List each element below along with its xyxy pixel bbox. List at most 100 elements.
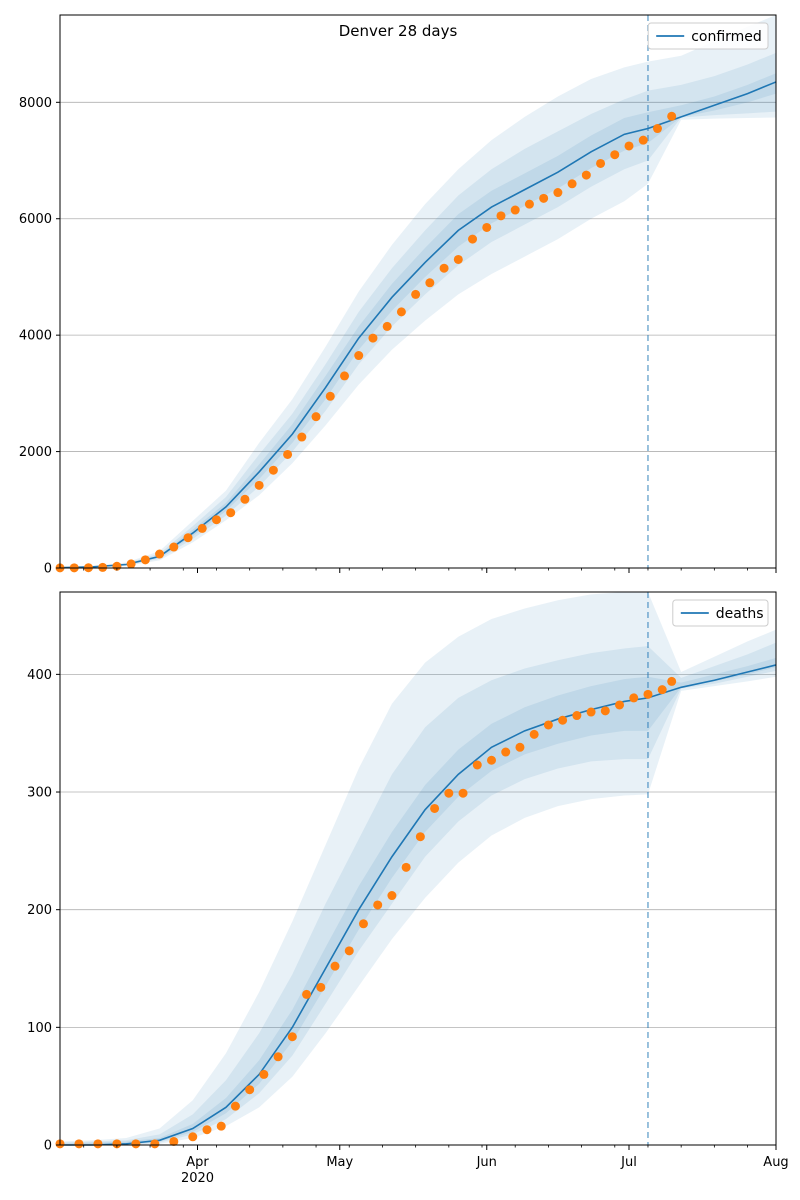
deaths-observed-point <box>501 747 511 757</box>
deaths-observed-point <box>558 715 568 725</box>
deaths-observed-point <box>216 1121 226 1131</box>
deaths-observed-point <box>93 1139 103 1149</box>
confirmed-panel: 0 2000 4000 6000 8000 confirmed <box>19 14 777 577</box>
deaths-observed-point <box>458 788 468 798</box>
confirmed-observed-point <box>197 523 207 533</box>
deaths-observed-point <box>202 1125 212 1135</box>
deaths-observed-point <box>112 1139 122 1149</box>
confirmed-observed-point <box>340 371 349 381</box>
confirmed-y-tick-label: 2000 <box>19 445 52 460</box>
confirmed-observed-point <box>325 391 335 401</box>
deaths-axes-frame <box>59 591 777 1146</box>
deaths-observed-point <box>245 1085 255 1095</box>
confirmed-observed-point <box>453 254 463 264</box>
deaths-observed-point <box>401 862 411 872</box>
deaths-x-tick-label: Apr 2020 <box>181 1155 214 1186</box>
deaths-observed-point <box>415 832 425 842</box>
deaths-model-line <box>60 664 777 1146</box>
confirmed-observed-point <box>425 278 435 288</box>
deaths-observed-point <box>74 1139 84 1149</box>
deaths-observed-point <box>373 900 383 910</box>
confirmed-observed-point <box>297 432 307 442</box>
confirmed-observed-point <box>567 179 577 189</box>
deaths-y-tick-label: 300 <box>27 786 52 801</box>
deaths-band-2 <box>60 642 776 1145</box>
deaths-observed-point <box>150 1139 160 1149</box>
deaths-observed-point <box>643 689 653 699</box>
deaths-x-tick-label: Aug <box>763 1155 788 1170</box>
confirmed-observed-point <box>539 193 549 203</box>
deaths-observed-point <box>529 729 539 739</box>
deaths-x-tick-label: May <box>326 1155 353 1170</box>
deaths-panel: 0 100 200 300 400 Apr 2020 May Jun Jul Aug deaths <box>27 591 789 1186</box>
deaths-observed-point <box>430 803 440 813</box>
deaths-observed-point <box>615 700 625 710</box>
confirmed-observed-point <box>510 205 520 215</box>
deaths-observed-point <box>657 685 667 695</box>
confirmed-observed-point <box>240 494 250 504</box>
confirmed-observed-point <box>596 158 606 168</box>
deaths-legend-box <box>672 599 769 627</box>
confirmed-observed-point <box>311 412 321 422</box>
confirmed-observed-point <box>667 111 677 121</box>
deaths-observed-point <box>316 982 326 992</box>
confirmed-observed-point <box>183 533 193 543</box>
confirmed-y-tick-label: 8000 <box>19 96 52 111</box>
confirmed-observed-point <box>126 559 136 569</box>
deaths-observed-point <box>667 676 677 686</box>
deaths-observed-point <box>344 946 354 956</box>
deaths-observed-point <box>515 742 525 752</box>
confirmed-observed-point <box>638 135 648 145</box>
confirmed-band-2 <box>60 52 776 568</box>
deaths-observed-point <box>302 989 312 999</box>
confirmed-observed-point <box>226 508 236 518</box>
deaths-observed-point <box>131 1139 141 1149</box>
confirmed-observed-point <box>496 211 506 221</box>
confirmed-legend-label: confirmed <box>691 29 762 45</box>
confirmed-observed-point <box>624 141 634 151</box>
deaths-observed-point <box>387 891 397 901</box>
confirmed-observed-point <box>610 150 620 160</box>
deaths-observed-point <box>586 707 596 717</box>
confirmed-y-tick-label: 0 <box>44 562 52 577</box>
deaths-y-tick-label: 400 <box>27 668 52 683</box>
deaths-observed-point <box>230 1101 240 1111</box>
deaths-observed-point <box>273 1052 283 1062</box>
deaths-y-tick-label: 0 <box>44 1139 52 1154</box>
deaths-observed-point <box>188 1132 198 1142</box>
confirmed-observed-point <box>482 222 492 232</box>
deaths-observed-point <box>472 760 482 770</box>
confirmed-observed-point <box>468 234 478 244</box>
confirmed-observed-point <box>354 351 364 361</box>
deaths-observed-point <box>444 788 454 798</box>
deaths-observed-point <box>543 720 553 730</box>
confirmed-observed-point <box>211 515 221 525</box>
confirmed-y-tick-label: 4000 <box>19 329 52 344</box>
confirmed-observed-point <box>382 321 392 331</box>
confirmed-observed-point <box>396 307 406 317</box>
confirmed-observed-point <box>553 188 563 198</box>
deaths-observed-point <box>358 919 368 929</box>
confirmed-observed-point <box>268 465 278 475</box>
confirmed-observed-point <box>524 199 534 209</box>
confirmed-observed-point <box>169 542 179 552</box>
confirmed-observed-point <box>368 333 378 343</box>
deaths-band-1 <box>60 592 776 1145</box>
deaths-y-tick-label: 200 <box>27 903 52 918</box>
confirmed-observed-point <box>581 170 591 180</box>
deaths-observed-point <box>572 711 582 721</box>
confirmed-y-tick-label: 6000 <box>19 212 52 227</box>
deaths-observed-point <box>600 706 610 716</box>
confirmed-observed-point <box>155 549 165 559</box>
confirmed-observed-point <box>411 289 421 299</box>
deaths-observed-point <box>487 755 496 765</box>
deaths-x-tick-label: Jun <box>476 1155 497 1170</box>
deaths-observed-point <box>629 693 639 703</box>
confirmed-observed-point <box>254 480 264 490</box>
confirmed-observed-point <box>140 555 150 565</box>
deaths-legend-label: deaths <box>716 606 764 622</box>
confirmed-observed-point <box>439 263 449 273</box>
confirmed-observed-point <box>652 124 662 134</box>
figure-title: Denver 28 days <box>339 22 458 40</box>
deaths-observed-point <box>169 1136 179 1146</box>
